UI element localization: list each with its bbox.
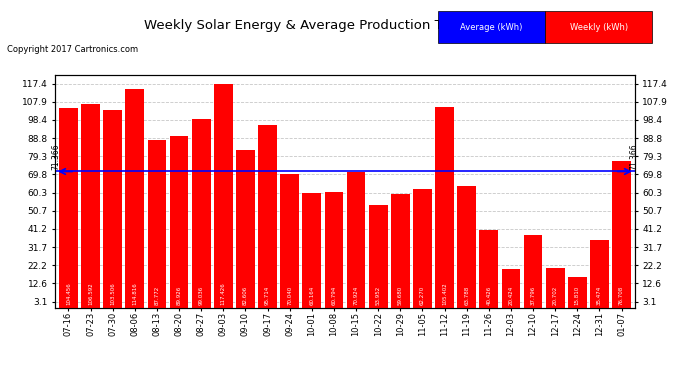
Text: 40.426: 40.426 [486, 285, 491, 304]
Text: 35.474: 35.474 [597, 285, 602, 304]
Text: 82.606: 82.606 [243, 285, 248, 304]
Text: 95.714: 95.714 [265, 285, 270, 304]
Text: 89.926: 89.926 [177, 285, 181, 304]
Text: Average (kWh): Average (kWh) [460, 22, 523, 32]
Text: 70.924: 70.924 [353, 285, 359, 304]
Bar [59, 108, 78, 307]
Text: Copyright 2017 Cartronics.com: Copyright 2017 Cartronics.com [7, 45, 138, 54]
Bar [126, 89, 144, 308]
Bar [170, 136, 188, 308]
Bar [346, 172, 366, 308]
Bar [524, 236, 542, 308]
Bar [568, 278, 586, 308]
Text: 53.952: 53.952 [375, 285, 381, 304]
Bar [302, 193, 322, 308]
Text: 114.816: 114.816 [132, 282, 137, 304]
Bar [391, 194, 410, 308]
Text: 103.506: 103.506 [110, 282, 115, 304]
Text: 63.788: 63.788 [464, 285, 469, 304]
Bar [280, 174, 299, 308]
Text: 76.708: 76.708 [619, 285, 624, 304]
Bar [236, 150, 255, 308]
Text: 59.680: 59.680 [398, 285, 403, 304]
Text: 37.796: 37.796 [531, 285, 535, 304]
Text: 20.702: 20.702 [553, 285, 558, 304]
Bar [368, 205, 388, 308]
Bar [457, 186, 476, 308]
Text: 99.036: 99.036 [199, 285, 204, 304]
Text: 117.426: 117.426 [221, 282, 226, 304]
Bar [258, 125, 277, 308]
Bar [612, 161, 631, 308]
Bar [480, 231, 498, 308]
Bar [435, 106, 454, 308]
Bar [148, 140, 166, 308]
Text: 15.810: 15.810 [575, 285, 580, 304]
Bar [413, 189, 432, 308]
Bar [324, 192, 344, 308]
Text: 106.592: 106.592 [88, 282, 93, 304]
Text: 71.366: 71.366 [52, 143, 61, 170]
Text: 60.794: 60.794 [331, 285, 337, 304]
Bar [546, 268, 564, 308]
Bar [214, 84, 233, 308]
Text: Weekly (kWh): Weekly (kWh) [569, 22, 628, 32]
Bar [590, 240, 609, 308]
Bar [81, 104, 100, 308]
Bar [502, 268, 520, 308]
Text: 70.040: 70.040 [287, 285, 292, 304]
Text: 104.456: 104.456 [66, 282, 71, 304]
Text: 71.366: 71.366 [629, 143, 638, 170]
Text: 87.772: 87.772 [155, 285, 159, 304]
Bar [192, 119, 210, 308]
Text: Weekly Solar Energy & Average Production Tue Jan 10 16:18: Weekly Solar Energy & Average Production… [144, 19, 546, 32]
Text: 62.270: 62.270 [420, 285, 425, 304]
Text: 105.402: 105.402 [442, 282, 447, 304]
Text: 60.164: 60.164 [309, 285, 315, 304]
Text: 20.424: 20.424 [509, 285, 513, 304]
Bar [104, 110, 122, 308]
